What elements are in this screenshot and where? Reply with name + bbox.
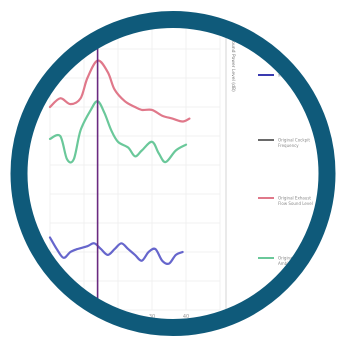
- x-tick-label: 10: [81, 314, 87, 320]
- series-line-2: [48, 100, 188, 164]
- x-tick-label: 30: [149, 314, 155, 320]
- x-tick-label: 0: [48, 314, 51, 320]
- legend-label: Flow Sound Level: [278, 201, 313, 206]
- legend-label: Frequency: [278, 143, 299, 148]
- legend-label: Original Exhaust: [278, 196, 311, 201]
- series-line-1: [48, 59, 191, 123]
- plot-series: [48, 59, 191, 265]
- series-line-3: [48, 236, 184, 265]
- legend-label: Original Cockpit: [278, 138, 310, 143]
- y-axis-title: Sound Power Level (dB): [230, 38, 236, 92]
- circular-frame: [10, 11, 336, 336]
- x-tick-label: 40: [183, 314, 189, 320]
